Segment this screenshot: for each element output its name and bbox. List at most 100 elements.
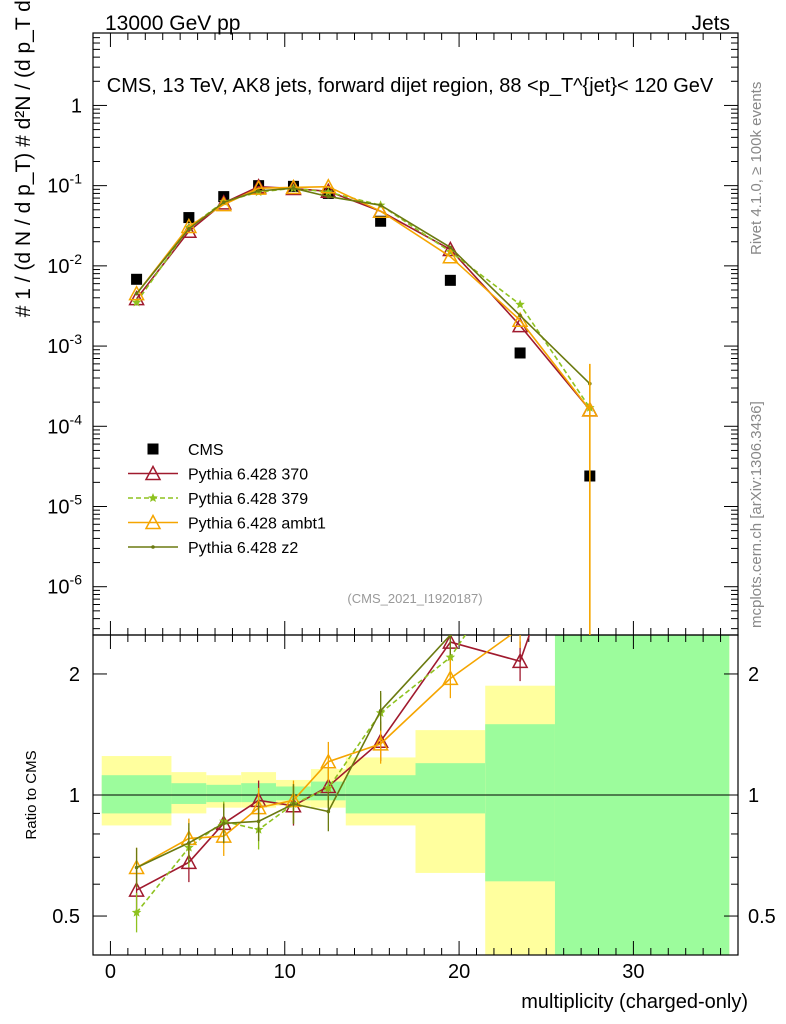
ratio-y-tick-label: 0.5 [52, 906, 80, 928]
stat-band-bin [345, 775, 416, 814]
ratio-point-pythia-6-428-ambt1 [513, 621, 527, 634]
ratio-line-pythia-6-428-ambt1 [136, 635, 513, 869]
ratio-point-pythia-6-428-379 [515, 548, 525, 557]
x-tick-label: 10 [274, 961, 296, 983]
point-pythia-6-428-ambt1 [128, 285, 145, 301]
chart-title: CMS, 13 TeV, AK8 jets, forward dijet reg… [107, 75, 714, 97]
stat-band-bin [101, 775, 172, 814]
legend-marker-pythia-6-428-370 [144, 464, 162, 481]
ratio-point-pythia-6-428-z2 [256, 819, 261, 824]
legend-label-pythia-6-428-379: Pythia 6.428 379 [188, 491, 308, 508]
header-left: 13000 GeV pp [105, 12, 240, 35]
y-tick-exponent: -6 [70, 572, 83, 588]
point-pythia-6-428-370 [128, 290, 145, 306]
y-tick-exponent: -5 [70, 491, 83, 507]
ratio-point-pythia-6-428-z2 [448, 635, 453, 637]
point-pythia-6-428-370 [442, 240, 459, 257]
y-tick-exponent: -1 [70, 171, 83, 187]
point-pythia-6-428-z2 [134, 291, 139, 296]
stat-band-bin [171, 783, 207, 804]
ratio-point-pythia-6-428-z2 [291, 802, 296, 806]
ratio-point-pythia-6-428-z2 [378, 708, 383, 713]
point-pythia-6-428-ambt1 [285, 178, 302, 195]
point-pythia-6-428-ambt1 [442, 248, 459, 264]
x-axis-label: multiplicity (charged-only) [521, 991, 748, 1013]
series-line-pythia-6-428-379 [135, 187, 591, 409]
ratio-point-pythia-6-428-370 [511, 652, 529, 669]
ratio-series [128, 332, 592, 933]
point-pythia-6-428-z2 [221, 200, 226, 205]
point-pythia-6-428-ambt1 [250, 179, 267, 195]
x-tick-label: 20 [448, 961, 470, 983]
axes: 0 10 20 30 1 10-1 10-2 10-3 10-4 10-5 10-6 0.5 0.5 1 1… [47, 32, 776, 983]
ratio-point-pythia-6-428-z2 [187, 841, 191, 845]
y-tick-label: 1 [71, 95, 82, 117]
mcplots-label: mcplots.cern.ch [arXiv:1306.3436] [748, 401, 765, 628]
y-tick-label: 10-4 [47, 411, 82, 438]
ratio-y-tick-label-right: 2 [748, 664, 759, 686]
point-pythia-6-428-z2 [187, 226, 191, 231]
ratio-y-tick-label: 1 [69, 785, 80, 807]
ratio-point-pythia-6-428-ambt1 [372, 735, 389, 751]
title-text: CMS, 13 TeV, AK8 jets, forward dijet reg… [107, 75, 714, 97]
ratio-point-pythia-6-428-ambt1 [442, 669, 459, 686]
y-tick-exponent: -3 [70, 331, 83, 347]
legend: CMS Pythia 6.428 370 Pythia 6.428 379 Pythi… [128, 442, 326, 557]
point-pythia-6-428-z2 [256, 189, 261, 193]
point-pythia-6-428-z2 [326, 194, 331, 199]
main-ylabel: # 1 / (d N / d p_T) # d²N / (d p_T dλ) [12, 0, 35, 317]
y-tick-label: 10-3 [47, 331, 82, 358]
ratio-point-pythia-6-428-z2 [326, 809, 331, 814]
point-pythia-6-428-ambt1 [320, 178, 337, 194]
y-tick-label: 10-5 [47, 491, 82, 518]
y-tick-label: 10-2 [47, 251, 82, 278]
cms-data-point [514, 347, 526, 359]
ratio-point-pythia-6-428-370 [180, 853, 198, 870]
ratio-y-tick-label-right: 1 [748, 785, 759, 807]
point-pythia-6-428-ambt1 [372, 202, 389, 218]
series-line-pythia-6-428-ambt1 [135, 185, 591, 411]
series-line-pythia-6-428-z2 [135, 187, 591, 385]
legend-marker-cms [147, 443, 159, 455]
ratio-point-pythia-6-428-z2 [134, 865, 139, 870]
ratio-y-tick-label-right: 0.5 [748, 906, 776, 928]
point-pythia-6-428-z2 [291, 186, 296, 190]
legend-label-pythia-6-428-z2: Pythia 6.428 z2 [188, 540, 298, 557]
rivet-label: Rivet 4.1.0, ≥ 100k events [748, 82, 765, 255]
stat-band-bin [206, 784, 242, 803]
cms-data-point [375, 215, 387, 227]
legend-label-cms: CMS [188, 442, 224, 459]
ratio-point-pythia-6-428-ambt1 [320, 753, 337, 769]
ratio-line-pythia-6-428-z2 [136, 635, 453, 869]
ratio-point-pythia-6-428-379 [323, 783, 334, 793]
analysis-watermark: (CMS_2021_I1920187) [347, 591, 482, 606]
ratio-y-tick-label: 2 [69, 664, 80, 686]
cms-data-point [131, 273, 143, 285]
x-tick-label: 30 [622, 961, 644, 983]
y-tick-exponent: -2 [70, 251, 83, 267]
ratio-point-pythia-6-428-z2 [588, 332, 592, 336]
stat-band-bin [415, 763, 486, 814]
cms-data-point [183, 212, 195, 224]
ratio-line-pythia-6-428-379 [135, 635, 467, 914]
point-pythia-6-428-z2 [378, 203, 383, 208]
series-line-pythia-6-428-370 [135, 185, 591, 411]
legend-marker-pythia-6-428-ambt1 [144, 513, 162, 530]
point-pythia-6-428-z2 [448, 245, 453, 250]
main-series [128, 178, 599, 635]
point-pythia-6-428-z2 [518, 313, 522, 318]
y-tick-label: 10-1 [47, 171, 82, 198]
y-tick-label: 10-6 [47, 572, 82, 599]
x-tick-label: 0 [105, 961, 116, 983]
point-pythia-6-428-379 [515, 299, 525, 309]
stat-band-bin [485, 724, 555, 882]
ratio-ylabel: Ratio to CMS [23, 750, 40, 839]
legend-label-pythia-6-428-ambt1: Pythia 6.428 ambt1 [188, 516, 326, 533]
cms-data-point [444, 274, 456, 286]
ratio-point-pythia-6-428-379 [131, 907, 142, 917]
point-pythia-6-428-379 [323, 187, 334, 197]
cms-data-point [253, 180, 265, 192]
legend-marker-pythia-6-428-379 [148, 493, 158, 502]
ratio-point-pythia-6-428-z2 [221, 821, 226, 826]
